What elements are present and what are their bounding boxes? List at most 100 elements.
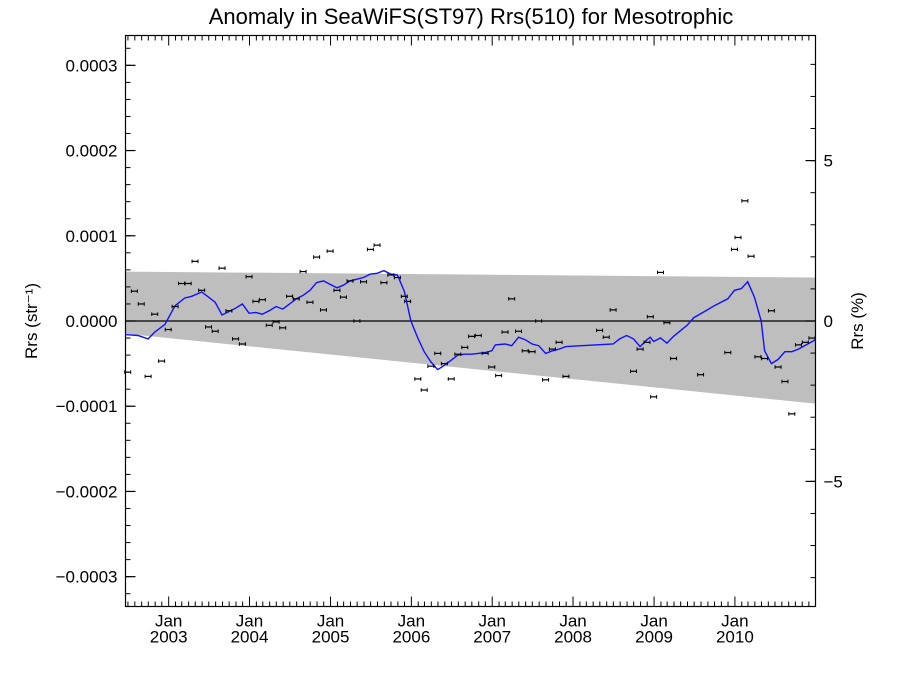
x-tick-year-label: 2003	[150, 628, 188, 647]
data-point	[184, 281, 192, 286]
data-point	[171, 304, 179, 309]
data-point	[258, 297, 266, 302]
data-point	[515, 329, 523, 334]
data-point	[636, 347, 644, 351]
data-point	[346, 279, 354, 283]
chart-title: Anomaly in SeaWiFS(ST97) Rrs(510) for Me…	[209, 4, 734, 29]
data-point	[232, 337, 240, 341]
y-right-tick-label: 0	[824, 312, 833, 331]
data-point	[326, 249, 334, 253]
data-point	[211, 329, 219, 334]
y-left-tick-label: 0.0003	[66, 56, 118, 75]
data-point	[542, 378, 550, 382]
data-point	[747, 254, 755, 259]
data-point	[144, 374, 152, 379]
data-point	[663, 320, 671, 325]
y-right-tick-label: −5	[824, 472, 843, 491]
data-point	[495, 373, 503, 378]
data-point	[781, 379, 789, 384]
x-tick-month-label: Jan	[236, 612, 263, 631]
data-point	[151, 312, 159, 316]
x-tick-year-label: 2008	[554, 628, 592, 647]
axes-layer: 0.0003 0.0002 0.0001 0.0000 −0.0001 −0.0002 −0…	[56, 35, 843, 647]
data-point	[400, 294, 408, 299]
data-point	[238, 342, 246, 346]
y-right-tick-label: 5	[824, 152, 833, 171]
x-tick-month-label: Jan	[155, 612, 182, 631]
data-point	[596, 328, 604, 333]
data-point	[292, 297, 300, 301]
data-point	[339, 295, 347, 299]
data-point	[730, 247, 738, 252]
data-point	[454, 352, 462, 357]
y-axis-left-label: Rrs (str⁻¹)	[22, 283, 41, 359]
data-point	[555, 340, 563, 345]
line-series-layer	[125, 269, 816, 371]
data-point	[461, 345, 469, 350]
y-left-tick-label: 0.0001	[66, 227, 118, 246]
data-point	[205, 325, 213, 329]
line-series	[125, 269, 816, 371]
data-point	[508, 297, 516, 301]
data-point	[299, 269, 307, 274]
x-tick-year-label: 2005	[312, 628, 350, 647]
data-point	[774, 365, 782, 369]
data-point	[313, 255, 321, 259]
data-point	[474, 333, 482, 338]
data-point	[447, 377, 455, 381]
data-point	[286, 294, 294, 299]
data-point	[225, 308, 233, 313]
data-point	[643, 340, 651, 345]
data-point	[548, 347, 556, 351]
data-point	[468, 334, 476, 339]
x-tick-month-label: Jan	[478, 612, 505, 631]
data-point	[420, 388, 428, 392]
x-tick-year-label: 2010	[716, 628, 754, 647]
x-tick-month-label: Jan	[640, 612, 667, 631]
data-point	[650, 395, 658, 399]
data-point	[178, 281, 186, 286]
data-point	[272, 320, 280, 324]
data-point	[218, 266, 226, 270]
data-point	[528, 349, 536, 354]
data-point	[535, 319, 543, 323]
data-point	[373, 243, 381, 247]
data-point	[158, 359, 166, 363]
data-point	[198, 288, 206, 293]
data-point	[609, 308, 617, 312]
data-point	[380, 280, 388, 285]
data-point	[734, 235, 742, 240]
data-point	[245, 274, 253, 279]
data-point	[366, 247, 374, 252]
data-point	[794, 343, 802, 347]
data-point	[164, 327, 172, 332]
data-point	[414, 377, 422, 381]
data-point	[333, 288, 341, 293]
data-point	[360, 279, 368, 284]
y-left-tick-label: 0.0002	[66, 142, 118, 161]
data-point	[404, 299, 412, 304]
data-point	[761, 356, 769, 361]
data-point	[306, 300, 314, 305]
y-left-tick-label: −0.0002	[56, 482, 118, 501]
x-tick-month-label: Jan	[398, 612, 425, 631]
data-point	[387, 273, 395, 277]
data-point	[724, 350, 732, 355]
data-point	[801, 340, 809, 345]
data-point	[434, 351, 442, 356]
x-tick-month-label: Jan	[721, 612, 748, 631]
data-point	[393, 275, 401, 280]
data-point	[741, 199, 749, 203]
x-tick-year-label: 2006	[392, 628, 430, 647]
x-tick-month-label: Jan	[317, 612, 344, 631]
data-point	[191, 259, 199, 264]
data-point	[521, 349, 529, 353]
x-tick-year-label: 2009	[635, 628, 673, 647]
data-point	[562, 374, 570, 379]
x-tick-year-label: 2004	[231, 628, 269, 647]
data-point	[440, 361, 448, 366]
data-point	[353, 319, 361, 323]
data-point	[602, 335, 610, 339]
